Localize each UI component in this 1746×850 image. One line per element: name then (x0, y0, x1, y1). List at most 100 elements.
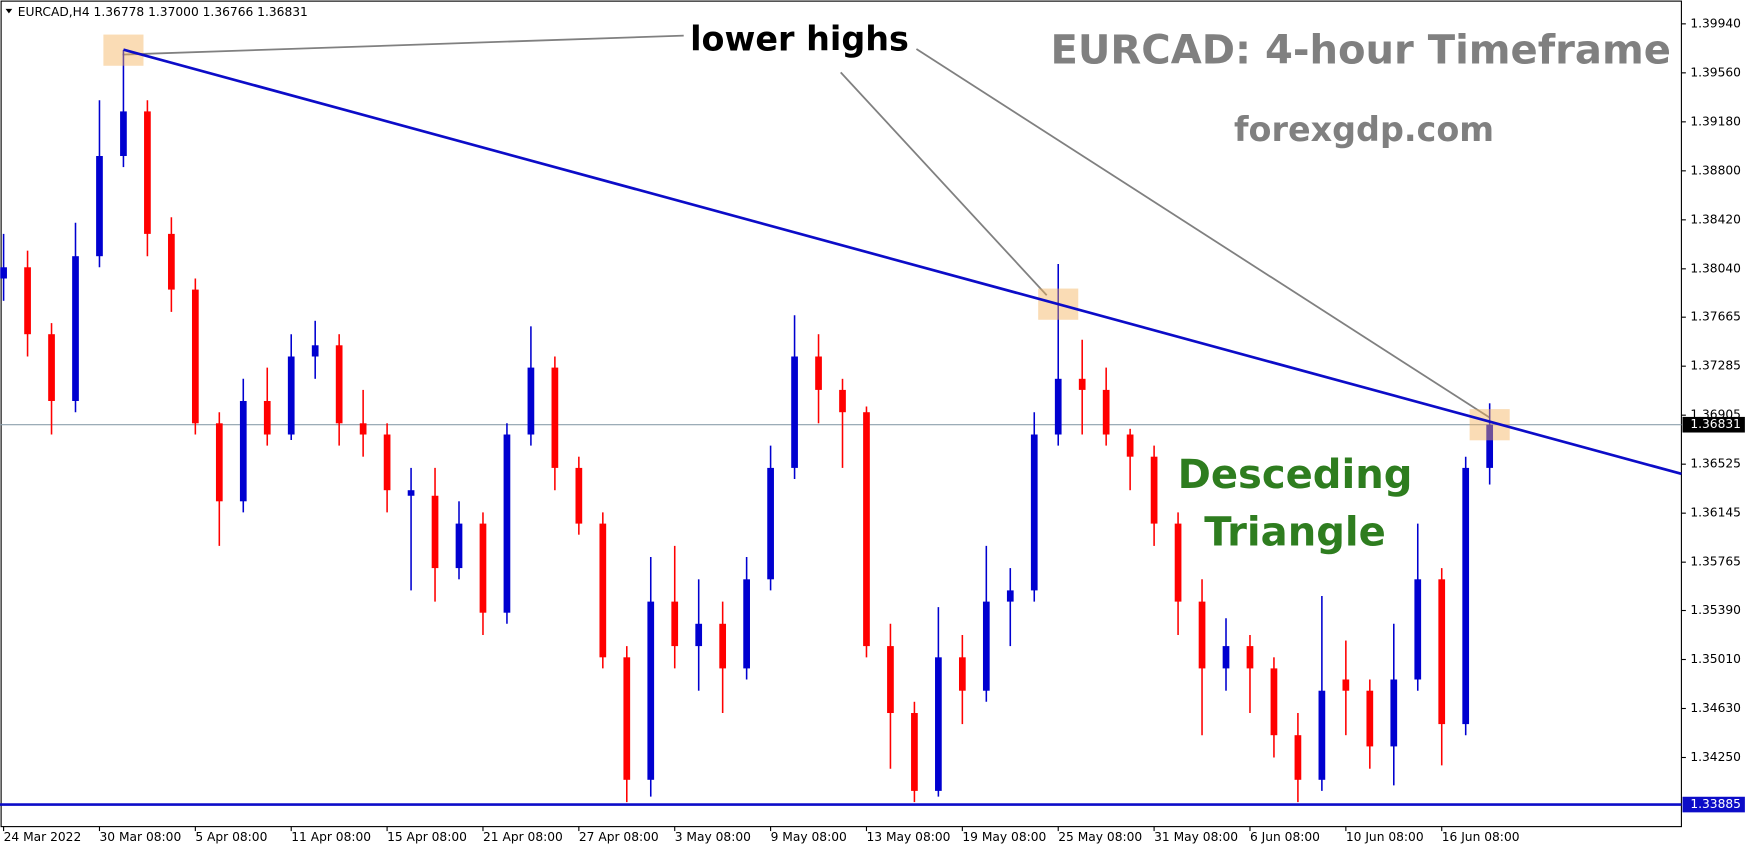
y-tick-label: 1.34630 (1690, 701, 1741, 715)
y-tick-label: 1.34250 (1690, 750, 1741, 764)
candle-body (527, 367, 535, 435)
y-tick-label: 1.35010 (1690, 652, 1741, 666)
candle-body (1174, 523, 1182, 602)
candle-body (958, 657, 966, 691)
menu-icon (5, 8, 13, 14)
candle-body (120, 111, 127, 157)
x-tick-label: 15 Apr 08:00 (387, 830, 467, 844)
x-tick-label: 16 Jun 08:00 (1442, 830, 1520, 844)
candle-body (791, 356, 798, 468)
annotation: Triangle (1204, 510, 1386, 556)
x-tick-label: 5 Apr 08:00 (195, 830, 267, 844)
x-tick-label: 9 May 08:00 (771, 830, 847, 844)
x-tick-label: 13 May 08:00 (866, 830, 950, 844)
plot-frame (0, 0, 1682, 828)
candles (0, 50, 1494, 803)
candle-body (743, 579, 750, 669)
y-tick-label: 1.35765 (1690, 555, 1741, 569)
candle-body (383, 434, 391, 491)
candle-body (311, 345, 319, 357)
candle-body (239, 400, 247, 502)
y-tick-label: 1.37285 (1690, 359, 1741, 373)
annotation: lower highs (690, 20, 909, 59)
candle-body (48, 334, 55, 401)
x-tick-label: 31 May 08:00 (1154, 830, 1238, 844)
candle-body (24, 267, 31, 335)
candle-body (359, 423, 367, 435)
candle-body (719, 623, 727, 669)
candle-body (1150, 456, 1158, 524)
x-tick-label: 10 Jun 08:00 (1346, 830, 1424, 844)
candle-body (1294, 735, 1302, 780)
candle-body (863, 412, 870, 647)
price-box (1682, 416, 1745, 433)
candle-body (815, 356, 822, 390)
pointer-line (915, 48, 1491, 419)
y-tick-label: 1.39940 (1690, 16, 1741, 30)
candle-body (72, 256, 79, 401)
candle-body (695, 623, 703, 647)
x-tick-label: 30 Mar 08:00 (99, 830, 181, 844)
candle-body (215, 423, 223, 502)
x-tick-label: 27 Apr 08:00 (579, 830, 659, 844)
candle-body (503, 434, 511, 613)
candle-body (287, 356, 295, 435)
candle-body (1246, 646, 1254, 669)
candle-body (1078, 378, 1086, 390)
candle-body (623, 657, 631, 780)
candle-body (0, 267, 7, 279)
candle-body (982, 601, 990, 691)
x-tick-label: 19 May 08:00 (962, 830, 1046, 844)
price-box-label: 1.33885 (1690, 797, 1741, 811)
price-box-label: 1.36831 (1690, 417, 1741, 431)
trendline (123, 48, 1682, 476)
y-tick-label: 1.38040 (1690, 261, 1741, 275)
candle-body (575, 467, 583, 524)
x-tick-label: 6 Jun 08:00 (1250, 830, 1320, 844)
candle-body (1270, 668, 1278, 736)
y-tick-label: 1.39180 (1690, 114, 1741, 128)
candle-body (1438, 579, 1446, 725)
annotation: Desceding (1178, 452, 1413, 498)
x-tick-label: 21 Apr 08:00 (483, 830, 563, 844)
candle-body (263, 400, 271, 435)
candle-body (479, 523, 487, 613)
candle-body (1366, 690, 1374, 747)
candle-body (431, 495, 439, 569)
x-tick-label: 24 Mar 2022 (4, 830, 82, 844)
y-tick-label: 1.37665 (1690, 310, 1741, 324)
candle-body (911, 713, 918, 791)
candle-body (1414, 579, 1422, 680)
candle-body (168, 233, 175, 290)
candle-body (1102, 389, 1110, 435)
candle-body (647, 601, 655, 780)
candle-body (1318, 690, 1326, 780)
candle-body (1054, 378, 1062, 435)
candle-body (671, 601, 679, 647)
candle-body (191, 289, 199, 424)
y-tick-label: 1.36145 (1690, 506, 1741, 520)
y-tick-label: 1.38800 (1690, 163, 1741, 177)
chart-title: EURCAD: 4-hour Timeframe (1051, 27, 1671, 73)
candle-body (599, 523, 607, 658)
candle-body (1390, 679, 1398, 747)
x-tick-label: 11 Apr 08:00 (291, 830, 371, 844)
x-tick-label: 3 May 08:00 (675, 830, 751, 844)
candle-body (455, 523, 463, 569)
candle-body (1342, 679, 1350, 691)
y-tick-label: 1.39560 (1690, 65, 1741, 79)
candle-body (1126, 434, 1134, 457)
pointer-line (122, 34, 684, 56)
candle-body (407, 490, 415, 496)
candle-body (1222, 646, 1230, 669)
candle-body (839, 389, 846, 413)
candle-body (144, 111, 151, 234)
pointer-lines (122, 34, 1491, 419)
candle-body (96, 156, 103, 257)
pointer-line (840, 71, 1048, 296)
candle-body (887, 646, 894, 714)
x-tick-label: 25 May 08:00 (1058, 830, 1142, 844)
candle-body (935, 657, 942, 791)
